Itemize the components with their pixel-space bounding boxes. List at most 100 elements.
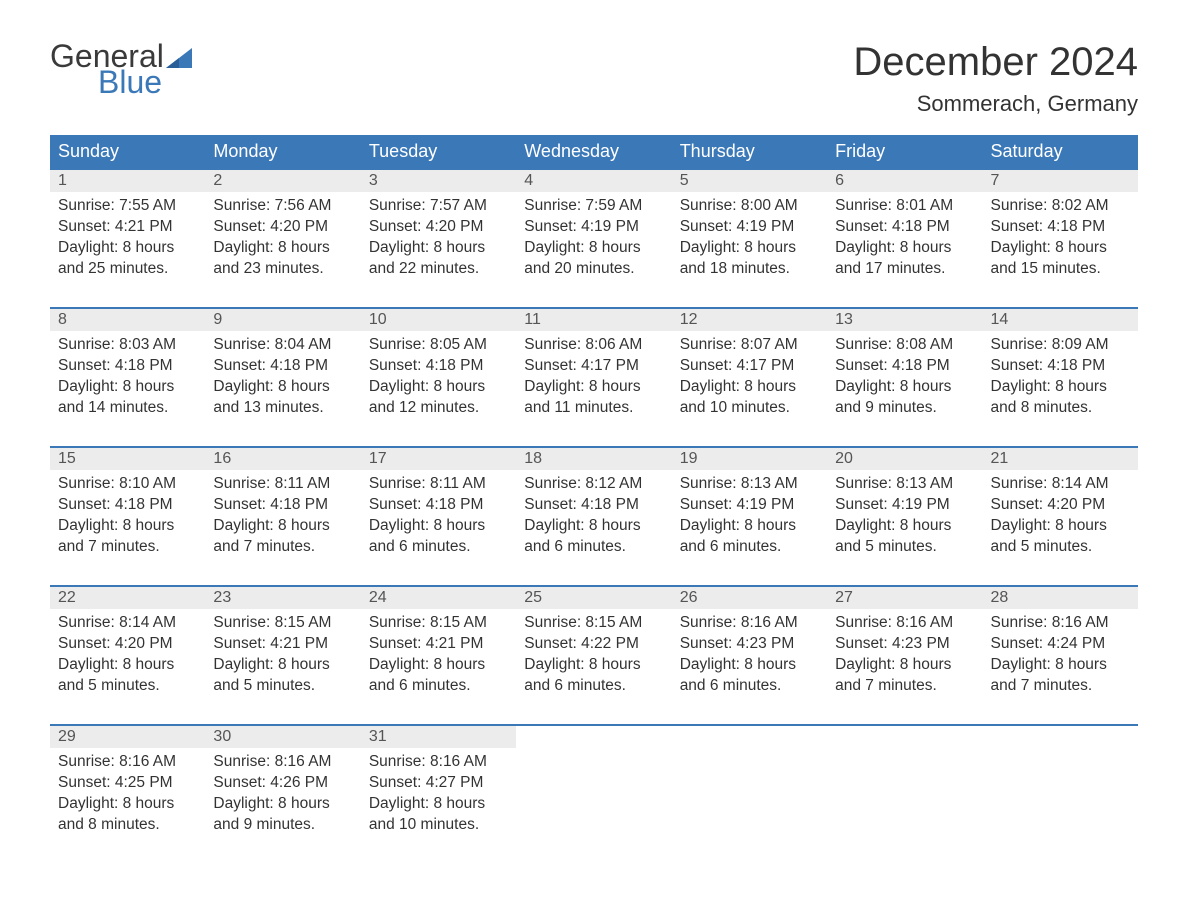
sunrise-text: Sunrise: 8:00 AM — [680, 196, 819, 217]
sunrise-text: Sunrise: 8:16 AM — [680, 613, 819, 634]
sunset-text: Sunset: 4:20 PM — [369, 217, 508, 238]
sunrise-text: Sunrise: 8:07 AM — [680, 335, 819, 356]
sunrise-text: Sunrise: 8:12 AM — [524, 474, 663, 495]
day-number: 30 — [205, 725, 360, 748]
daynum-row: 1234567 — [50, 169, 1138, 192]
sunset-text: Sunset: 4:19 PM — [680, 495, 819, 516]
daydata-row: Sunrise: 8:03 AMSunset: 4:18 PMDaylight:… — [50, 331, 1138, 427]
day-number — [672, 725, 827, 748]
dayhead-thursday: Thursday — [672, 135, 827, 169]
sunrise-text: Sunrise: 8:01 AM — [835, 196, 974, 217]
day-number: 28 — [983, 586, 1138, 609]
dayhead-row: SundayMondayTuesdayWednesdayThursdayFrid… — [50, 135, 1138, 169]
day-number: 1 — [50, 169, 205, 192]
day-cell: Sunrise: 8:16 AMSunset: 4:27 PMDaylight:… — [361, 748, 516, 844]
day-number: 9 — [205, 308, 360, 331]
day-cell: Sunrise: 8:13 AMSunset: 4:19 PMDaylight:… — [827, 470, 982, 566]
day-cell — [983, 748, 1138, 844]
day-number: 24 — [361, 586, 516, 609]
day-cell — [827, 748, 982, 844]
sunrise-text: Sunrise: 8:08 AM — [835, 335, 974, 356]
day-number: 4 — [516, 169, 671, 192]
day-number: 20 — [827, 447, 982, 470]
daylight-text: Daylight: 8 hours and 20 minutes. — [524, 238, 663, 280]
sunrise-text: Sunrise: 8:16 AM — [835, 613, 974, 634]
daylight-text: Daylight: 8 hours and 5 minutes. — [58, 655, 197, 697]
daynum-row: 22232425262728 — [50, 586, 1138, 609]
daylight-text: Daylight: 8 hours and 23 minutes. — [213, 238, 352, 280]
sunrise-text: Sunrise: 8:15 AM — [369, 613, 508, 634]
day-number — [516, 725, 671, 748]
daylight-text: Daylight: 8 hours and 10 minutes. — [369, 794, 508, 836]
daydata-row: Sunrise: 7:55 AMSunset: 4:21 PMDaylight:… — [50, 192, 1138, 288]
sunset-text: Sunset: 4:25 PM — [58, 773, 197, 794]
day-number: 5 — [672, 169, 827, 192]
week-spacer — [50, 427, 1138, 447]
daylight-text: Daylight: 8 hours and 25 minutes. — [58, 238, 197, 280]
sunset-text: Sunset: 4:18 PM — [58, 356, 197, 377]
day-cell: Sunrise: 8:08 AMSunset: 4:18 PMDaylight:… — [827, 331, 982, 427]
logo-text-bottom: Blue — [98, 66, 192, 98]
sunset-text: Sunset: 4:18 PM — [58, 495, 197, 516]
day-cell: Sunrise: 8:11 AMSunset: 4:18 PMDaylight:… — [361, 470, 516, 566]
sunrise-text: Sunrise: 8:05 AM — [369, 335, 508, 356]
daylight-text: Daylight: 8 hours and 8 minutes. — [58, 794, 197, 836]
day-number: 29 — [50, 725, 205, 748]
day-cell: Sunrise: 8:16 AMSunset: 4:23 PMDaylight:… — [672, 609, 827, 705]
daylight-text: Daylight: 8 hours and 9 minutes. — [835, 377, 974, 419]
dayhead-sunday: Sunday — [50, 135, 205, 169]
sunset-text: Sunset: 4:21 PM — [58, 217, 197, 238]
sunrise-text: Sunrise: 8:13 AM — [680, 474, 819, 495]
day-number: 11 — [516, 308, 671, 331]
day-cell: Sunrise: 8:10 AMSunset: 4:18 PMDaylight:… — [50, 470, 205, 566]
sunrise-text: Sunrise: 8:10 AM — [58, 474, 197, 495]
daylight-text: Daylight: 8 hours and 12 minutes. — [369, 377, 508, 419]
sunrise-text: Sunrise: 8:16 AM — [58, 752, 197, 773]
sunset-text: Sunset: 4:26 PM — [213, 773, 352, 794]
sunset-text: Sunset: 4:18 PM — [835, 217, 974, 238]
sunset-text: Sunset: 4:21 PM — [369, 634, 508, 655]
sunset-text: Sunset: 4:20 PM — [58, 634, 197, 655]
sunset-text: Sunset: 4:21 PM — [213, 634, 352, 655]
day-number: 25 — [516, 586, 671, 609]
sunset-text: Sunset: 4:18 PM — [213, 356, 352, 377]
sunrise-text: Sunrise: 8:15 AM — [213, 613, 352, 634]
day-cell: Sunrise: 8:16 AMSunset: 4:26 PMDaylight:… — [205, 748, 360, 844]
day-cell: Sunrise: 7:55 AMSunset: 4:21 PMDaylight:… — [50, 192, 205, 288]
sunrise-text: Sunrise: 7:57 AM — [369, 196, 508, 217]
day-number: 6 — [827, 169, 982, 192]
week-spacer — [50, 288, 1138, 308]
day-cell: Sunrise: 8:05 AMSunset: 4:18 PMDaylight:… — [361, 331, 516, 427]
daynum-row: 293031 — [50, 725, 1138, 748]
sunrise-text: Sunrise: 8:11 AM — [369, 474, 508, 495]
day-number: 12 — [672, 308, 827, 331]
daylight-text: Daylight: 8 hours and 6 minutes. — [680, 655, 819, 697]
daylight-text: Daylight: 8 hours and 6 minutes. — [524, 516, 663, 558]
title-block: December 2024 Sommerach, Germany — [853, 40, 1138, 127]
daylight-text: Daylight: 8 hours and 5 minutes. — [835, 516, 974, 558]
sunrise-text: Sunrise: 7:56 AM — [213, 196, 352, 217]
daynum-row: 891011121314 — [50, 308, 1138, 331]
day-cell: Sunrise: 8:16 AMSunset: 4:25 PMDaylight:… — [50, 748, 205, 844]
daylight-text: Daylight: 8 hours and 6 minutes. — [369, 655, 508, 697]
day-number: 19 — [672, 447, 827, 470]
sunset-text: Sunset: 4:18 PM — [524, 495, 663, 516]
sunset-text: Sunset: 4:18 PM — [835, 356, 974, 377]
dayhead-tuesday: Tuesday — [361, 135, 516, 169]
daylight-text: Daylight: 8 hours and 15 minutes. — [991, 238, 1130, 280]
day-number: 7 — [983, 169, 1138, 192]
sunrise-text: Sunrise: 8:15 AM — [524, 613, 663, 634]
day-cell: Sunrise: 8:11 AMSunset: 4:18 PMDaylight:… — [205, 470, 360, 566]
daylight-text: Daylight: 8 hours and 5 minutes. — [991, 516, 1130, 558]
sunset-text: Sunset: 4:17 PM — [524, 356, 663, 377]
sunset-text: Sunset: 4:18 PM — [991, 217, 1130, 238]
sunset-text: Sunset: 4:18 PM — [213, 495, 352, 516]
day-cell — [672, 748, 827, 844]
sunrise-text: Sunrise: 8:14 AM — [58, 613, 197, 634]
daylight-text: Daylight: 8 hours and 5 minutes. — [213, 655, 352, 697]
day-cell: Sunrise: 8:01 AMSunset: 4:18 PMDaylight:… — [827, 192, 982, 288]
location: Sommerach, Germany — [853, 91, 1138, 117]
daydata-row: Sunrise: 8:16 AMSunset: 4:25 PMDaylight:… — [50, 748, 1138, 844]
header: General Blue December 2024 Sommerach, Ge… — [50, 40, 1138, 127]
day-cell: Sunrise: 8:03 AMSunset: 4:18 PMDaylight:… — [50, 331, 205, 427]
